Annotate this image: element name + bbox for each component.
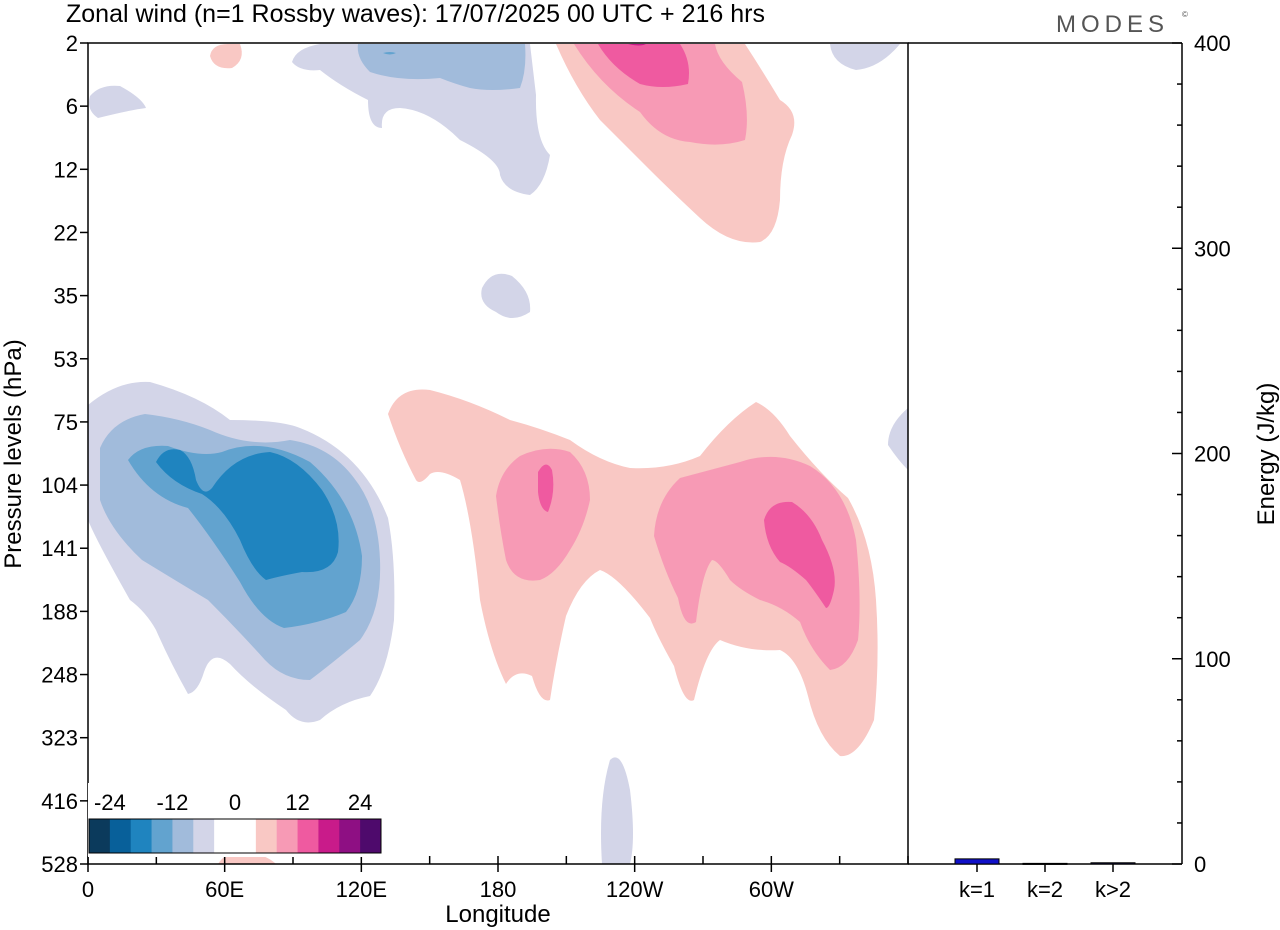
x-tick-label: 120E	[336, 877, 387, 902]
y-tick-label: 75	[54, 410, 78, 435]
contour-pos-main-strong-b	[764, 501, 835, 608]
y-axis-title: Pressure levels (hPa)	[0, 339, 27, 568]
colorbar-swatch	[360, 819, 382, 853]
energy-y-tick-label: 0	[1194, 852, 1206, 877]
colorbar-tick-label: 24	[348, 790, 372, 815]
contour-pos-top-core	[628, 44, 646, 46]
energy-x-tick-label: k>2	[1095, 877, 1131, 902]
energy-x-axis: k=1 k=2 k>2	[959, 864, 1131, 902]
energy-panel: 0 100 200 300 400 k=1 k=2 k>2 Energy (J/kg)	[908, 31, 1280, 902]
energy-y-tick-label: 100	[1194, 647, 1231, 672]
energy-bar	[954, 858, 1000, 865]
x-tick-label: 60W	[749, 877, 794, 902]
colorbar-swatch	[109, 819, 132, 853]
y-tick-label: 248	[41, 663, 78, 688]
heatmap-panel	[88, 43, 908, 864]
contour-pos-small-top	[210, 44, 242, 69]
y-tick-label: 528	[41, 852, 78, 877]
y-tick-label: 141	[41, 536, 78, 561]
y-tick-label: 12	[54, 157, 78, 182]
colorbar-swatch	[235, 819, 257, 853]
chart-title: Zonal wind (n=1 Rossby waves): 17/07/202…	[66, 0, 765, 28]
colorbar-frame	[88, 818, 382, 854]
contour-pos-top-mid	[574, 44, 747, 145]
colorbar-tick-label: 0	[229, 790, 241, 815]
energy-y-axis: 0 100 200 300 400	[1172, 31, 1231, 877]
contour-neg-top-core	[383, 52, 396, 55]
x-axis-title: Longitude	[445, 901, 550, 928]
contour-neg-right-edge	[888, 408, 908, 470]
contour-pos-main-strong-a	[538, 464, 554, 512]
energy-y-tick-label: 300	[1194, 236, 1231, 261]
colorbar-swatch	[89, 819, 111, 853]
contour-pos-main-mid-a	[496, 448, 590, 581]
x-tick-label: 60E	[205, 877, 244, 902]
colorbar-swatch	[214, 819, 236, 853]
y-tick-label: 22	[54, 220, 78, 245]
modes-logo: MODES ©	[1056, 10, 1188, 38]
contour-pos-top-strong	[598, 44, 689, 87]
contour-neg-top-mid	[357, 44, 526, 90]
contour-neg-top-right	[830, 44, 900, 70]
energy-y-tick-label: 400	[1194, 31, 1231, 56]
colorbar-swatch	[297, 819, 319, 853]
y-tick-label: 6	[66, 94, 78, 119]
energy-x-tick-label: k=2	[1027, 877, 1063, 902]
y-tick-label: 188	[41, 599, 78, 624]
contour-neg-small-left	[89, 85, 146, 118]
energy-y-axis-title: Energy (J/kg)	[1253, 383, 1280, 526]
contour-neg-main-core	[156, 449, 339, 580]
colorbar-legend: -24 -12 0 12 24	[88, 783, 384, 857]
heatmap-axes: 2 6 12 22 35 53 75 104 141 188 248 323 416 528 0 60E 12…	[0, 31, 909, 928]
x-tick-label: 180	[480, 877, 517, 902]
colorbar-tick-label: -24	[94, 790, 126, 815]
x-axis: 0 60E 120E 180 120W 60W	[82, 856, 909, 902]
energy-bars	[954, 858, 1136, 865]
colorbar-swatch	[172, 819, 194, 853]
contour-neg-bottom-spike	[601, 757, 633, 864]
contour-neg-small-mid	[481, 273, 531, 318]
y-axis: 2 6 12 22 35 53 75 104 141 188 248 323 416 528	[41, 31, 88, 877]
colorbar-swatch	[318, 819, 340, 853]
y-tick-label: 35	[54, 284, 78, 309]
y-tick-label: 416	[41, 789, 78, 814]
x-tick-label: 120W	[606, 877, 664, 902]
colorbar-swatch	[255, 819, 278, 853]
x-tick-label: 0	[82, 877, 94, 902]
colorbar-tick-label: -12	[157, 790, 189, 815]
colorbar-swatch	[276, 819, 299, 853]
contour-pos-main-mid-b	[654, 456, 860, 670]
colorbar-swatch	[130, 819, 153, 853]
energy-y-tick-label: 200	[1194, 442, 1231, 467]
y-tick-label: 53	[54, 347, 78, 372]
y-tick-label: 104	[41, 473, 78, 498]
colorbar-swatch	[193, 819, 215, 853]
energy-bar	[1090, 862, 1136, 865]
y-tick-label: 2	[66, 31, 78, 56]
energy-x-tick-label: k=1	[959, 877, 995, 902]
brand-mark: ©	[1182, 10, 1188, 19]
brand-name: MODES	[1056, 11, 1169, 38]
colorbar-swatch	[151, 819, 173, 853]
y-tick-label: 323	[41, 726, 78, 751]
colorbar-swatch	[339, 819, 361, 853]
colorbar-tick-label: 12	[285, 790, 309, 815]
